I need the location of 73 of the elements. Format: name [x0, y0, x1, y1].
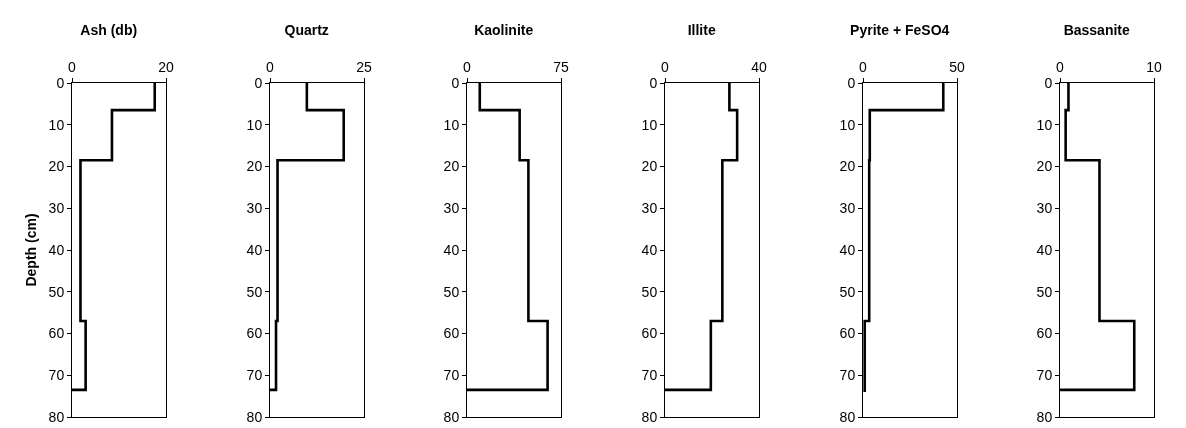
y-tick-label: 0 — [451, 74, 460, 91]
y-tick-label: 80 — [1036, 408, 1053, 425]
y-tick-label: 80 — [443, 408, 460, 425]
y-tick-label: 10 — [1036, 116, 1053, 133]
y-tick-label: 0 — [254, 74, 263, 91]
y-tick-label: 10 — [48, 116, 65, 133]
y-tick-label: 40 — [443, 241, 460, 258]
y-tick-label: 10 — [246, 116, 263, 133]
y-tick-label: 60 — [246, 325, 263, 342]
chart-title: Pyrite + FeSO4 — [849, 21, 950, 38]
y-tick-label: 30 — [443, 200, 460, 217]
y-tick-label: 40 — [1036, 241, 1053, 258]
x-tick-label: 0 — [1056, 59, 1065, 76]
y-tick-label: 10 — [641, 116, 658, 133]
y-tick-label: 0 — [847, 74, 856, 91]
y-tick-label: 60 — [443, 325, 460, 342]
y-tick-label: 0 — [649, 74, 658, 91]
y-tick-label: 20 — [246, 158, 263, 175]
chart-title: Quartz — [284, 21, 329, 38]
y-tick-label: 70 — [48, 367, 65, 384]
y-tick-label: 20 — [839, 158, 856, 175]
y-tick-label: 20 — [443, 158, 460, 175]
y-tick-label: 40 — [839, 241, 856, 258]
y-tick-label: 30 — [246, 200, 263, 217]
x-tick-label: 0 — [265, 59, 274, 76]
x-tick-label: 0 — [661, 59, 670, 76]
y-tick-label: 70 — [246, 367, 263, 384]
y-tick-label: 70 — [443, 367, 460, 384]
y-tick-label: 60 — [1036, 325, 1053, 342]
y-tick-label: 80 — [839, 408, 856, 425]
y-tick-label: 0 — [56, 74, 65, 91]
y-tick-label: 50 — [48, 283, 65, 300]
x-tick-label: 0 — [463, 59, 472, 76]
y-tick-label: 50 — [246, 283, 263, 300]
y-tick-label: 60 — [641, 325, 658, 342]
chart-title: Bassanite — [1063, 21, 1131, 38]
y-tick-label: 80 — [48, 408, 65, 425]
x-tick-label: 25 — [355, 59, 372, 76]
y-tick-label: 60 — [839, 325, 856, 342]
chart-title: Kaolinite — [474, 21, 534, 38]
y-tick-label: 30 — [48, 200, 65, 217]
y-tick-label: 10 — [839, 116, 856, 133]
y-tick-label: 20 — [48, 158, 65, 175]
chart-title: Illite — [687, 21, 716, 38]
y-tick-label: 50 — [1036, 283, 1053, 300]
chart-title: Ash (db) — [80, 21, 138, 38]
x-tick-label: 50 — [948, 59, 965, 76]
y-tick-label: 30 — [1036, 200, 1053, 217]
y-tick-label: 20 — [1036, 158, 1053, 175]
x-tick-label: 75 — [553, 59, 570, 76]
y-tick-label: 40 — [641, 241, 658, 258]
y-tick-label: 40 — [246, 241, 263, 258]
y-tick-label: 40 — [48, 241, 65, 258]
y-tick-label: 80 — [641, 408, 658, 425]
y-tick-label: 50 — [839, 283, 856, 300]
y-axis-title: Depth (cm) — [23, 213, 40, 287]
x-tick-label: 10 — [1146, 59, 1163, 76]
y-tick-label: 20 — [641, 158, 658, 175]
y-tick-label: 50 — [641, 283, 658, 300]
y-tick-label: 30 — [641, 200, 658, 217]
y-tick-label: 70 — [839, 367, 856, 384]
y-tick-label: 70 — [1036, 367, 1053, 384]
x-tick-label: 20 — [158, 59, 174, 76]
y-tick-label: 80 — [246, 408, 263, 425]
y-tick-label: 10 — [443, 116, 460, 133]
x-tick-label: 0 — [858, 59, 867, 76]
y-tick-label: 70 — [641, 367, 658, 384]
y-tick-label: 30 — [839, 200, 856, 217]
y-tick-label: 0 — [1044, 74, 1053, 91]
x-tick-label: 40 — [751, 59, 767, 76]
y-tick-label: 50 — [443, 283, 460, 300]
x-tick-label: 0 — [68, 59, 77, 76]
y-tick-label: 60 — [48, 325, 65, 342]
